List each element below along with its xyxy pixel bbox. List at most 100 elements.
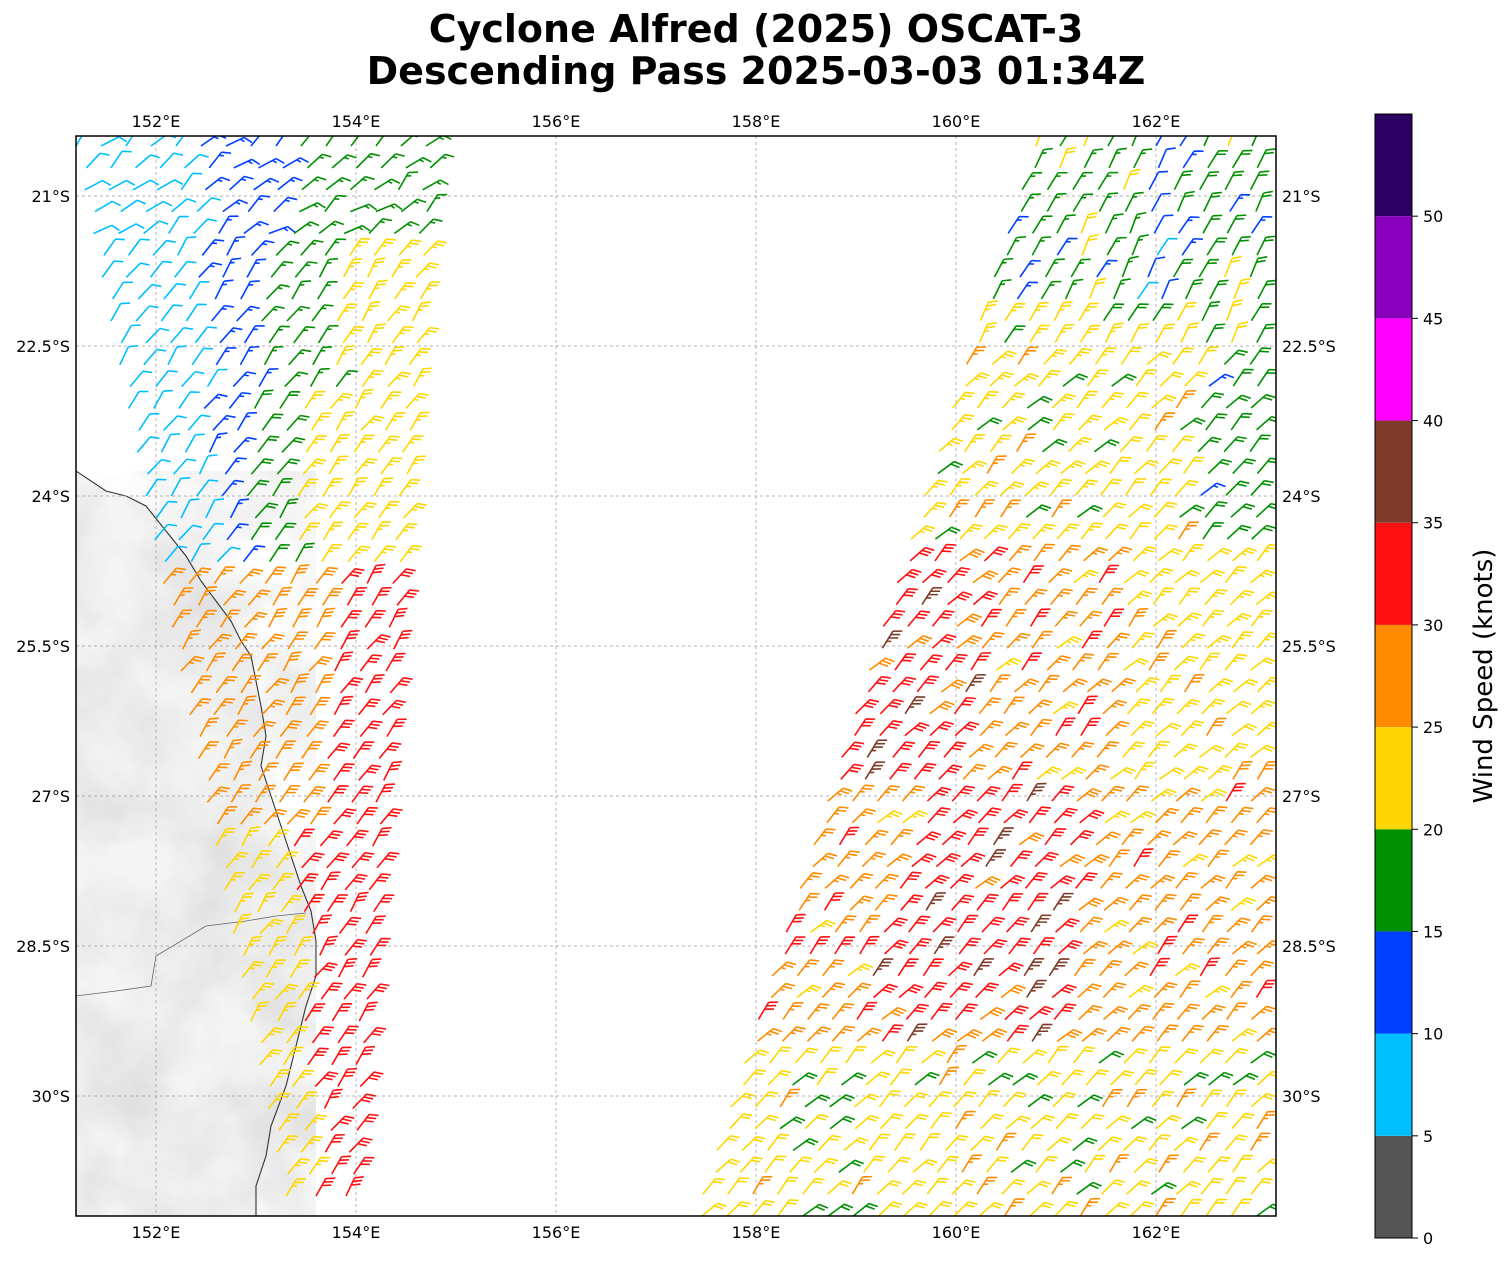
wind-barb bbox=[1172, 258, 1194, 278]
wind-barb bbox=[233, 436, 257, 453]
wind-barb bbox=[1103, 416, 1129, 431]
wind-barb bbox=[322, 521, 344, 541]
wind-barb bbox=[990, 434, 1012, 453]
colorbar-tick-label: 10 bbox=[1423, 1025, 1443, 1044]
wind-barb bbox=[1225, 1176, 1247, 1195]
wind-barb bbox=[1046, 1136, 1072, 1152]
wind-barb bbox=[816, 1067, 838, 1086]
wind-barb bbox=[285, 696, 306, 716]
colorbar-bin bbox=[1375, 420, 1412, 523]
wind-barb bbox=[906, 1023, 928, 1042]
wind-barb bbox=[1232, 458, 1256, 475]
colorbar-tick-label: 0 bbox=[1423, 1229, 1433, 1248]
wind-barb bbox=[924, 874, 950, 890]
wind-barb bbox=[1020, 193, 1041, 212]
wind-barb bbox=[385, 652, 406, 672]
wind-barb bbox=[827, 787, 853, 802]
wind-barb bbox=[214, 279, 234, 300]
wind-barb bbox=[277, 176, 303, 191]
wind-barb bbox=[1040, 280, 1062, 300]
wind-barb bbox=[365, 915, 386, 934]
wind-barb bbox=[1007, 523, 1031, 540]
wind-barb bbox=[1181, 1024, 1204, 1042]
wind-barb bbox=[1230, 589, 1255, 606]
wind-barb bbox=[1183, 1071, 1209, 1086]
wind-barb bbox=[1173, 170, 1193, 191]
wind-barb bbox=[1250, 1177, 1274, 1195]
wind-barb bbox=[1072, 653, 1095, 671]
wind-barb bbox=[881, 1006, 907, 1021]
wind-barb bbox=[354, 457, 378, 475]
wind-barb bbox=[1059, 146, 1077, 169]
wind-barb bbox=[1001, 392, 1026, 409]
wind-barb bbox=[799, 872, 823, 889]
wind-barb bbox=[926, 786, 952, 802]
wind-barb bbox=[1197, 436, 1222, 453]
wind-barb bbox=[1275, 829, 1276, 846]
wind-barb bbox=[917, 740, 941, 758]
wind-barb bbox=[429, 153, 455, 169]
wind-barb bbox=[927, 807, 951, 824]
wind-barb bbox=[1203, 191, 1222, 212]
wind-barb bbox=[1201, 698, 1226, 715]
wind-barb bbox=[379, 808, 403, 825]
wind-barb bbox=[1224, 565, 1248, 584]
wind-barb bbox=[371, 521, 392, 541]
wind-barb bbox=[1201, 300, 1221, 322]
wind-barb bbox=[250, 240, 275, 256]
wind-barb bbox=[1230, 980, 1253, 999]
wind-barb bbox=[1174, 1048, 1199, 1064]
wind-barb bbox=[1027, 416, 1053, 431]
wind-barb bbox=[1224, 255, 1242, 278]
wind-barb bbox=[401, 198, 427, 213]
wind-barb bbox=[841, 741, 865, 758]
wind-barb bbox=[701, 1202, 727, 1216]
wind-barb bbox=[899, 871, 922, 889]
wind-barb bbox=[1077, 1094, 1103, 1108]
wind-barb bbox=[304, 1003, 326, 1022]
wind-barb bbox=[929, 700, 955, 715]
wind-barb bbox=[974, 876, 1001, 890]
wind-barb bbox=[215, 827, 236, 847]
wind-barb bbox=[1048, 567, 1073, 584]
wind-barb bbox=[1016, 433, 1037, 453]
wind-barb bbox=[340, 609, 362, 628]
wind-barb bbox=[1002, 1091, 1027, 1108]
wind-barb bbox=[290, 564, 310, 584]
wind-barb bbox=[1180, 1198, 1202, 1216]
wind-barb bbox=[1183, 765, 1209, 780]
wind-barb bbox=[366, 634, 391, 650]
wind-barb bbox=[1108, 849, 1130, 868]
wind-barb bbox=[240, 280, 260, 300]
wind-barb bbox=[1275, 136, 1276, 147]
wind-barb bbox=[826, 806, 849, 824]
wind-barb bbox=[1129, 810, 1156, 824]
wind-barb bbox=[1124, 569, 1150, 584]
wind-barb bbox=[338, 916, 362, 934]
wind-barb bbox=[947, 591, 973, 606]
wind-barb bbox=[184, 433, 205, 453]
wind-barb bbox=[127, 238, 150, 256]
wind-barb bbox=[1206, 1024, 1229, 1042]
wind-barb bbox=[145, 327, 170, 344]
wind-barb bbox=[1225, 782, 1246, 802]
wind-barb bbox=[137, 283, 162, 300]
wind-barb bbox=[1201, 914, 1224, 933]
wind-barb bbox=[253, 389, 274, 409]
wind-barb bbox=[337, 1025, 359, 1044]
wind-barb bbox=[1155, 722, 1182, 737]
wind-barb bbox=[894, 653, 917, 671]
wind-barb bbox=[264, 566, 287, 584]
wind-barb bbox=[912, 1158, 938, 1173]
wind-barb bbox=[1255, 190, 1273, 212]
wind-barb bbox=[1079, 916, 1104, 933]
wind-barb bbox=[1231, 235, 1251, 256]
wind-barb bbox=[1156, 237, 1178, 256]
wind-barb bbox=[325, 136, 348, 147]
wind-barb bbox=[253, 177, 280, 191]
wind-barb bbox=[333, 808, 357, 825]
wind-barb bbox=[402, 435, 424, 453]
wind-barb bbox=[1130, 1116, 1157, 1130]
wind-barb bbox=[1004, 302, 1026, 322]
wind-barb bbox=[246, 479, 270, 497]
